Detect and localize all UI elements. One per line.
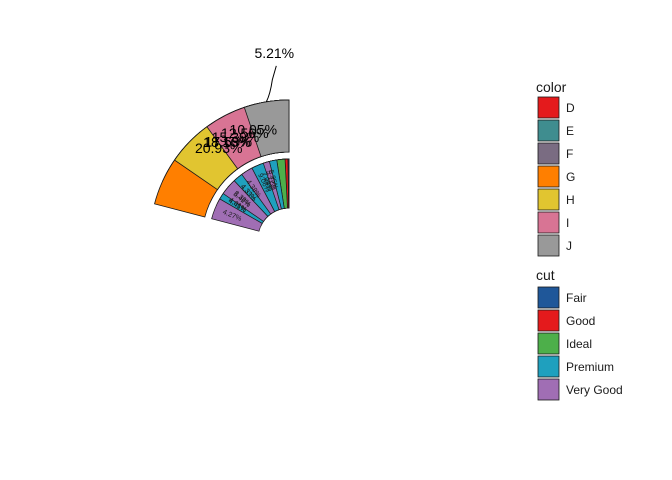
legend-cut-label-fair: Fair: [566, 291, 587, 305]
legend-color-label-g: G: [566, 170, 575, 184]
legend-cut-title: cut: [536, 267, 555, 283]
inner-label-d-ideal: 5.25%: [267, 169, 279, 190]
legend-color-label-h: H: [566, 193, 575, 207]
legend-cut: cut Fair Good Ideal Premium Very Good: [536, 267, 623, 401]
legend-cut-key-good: [537, 309, 560, 332]
outer-label-e: 18.16%: [203, 134, 250, 150]
legend-cut-key-ideal: [537, 332, 560, 355]
inner-slice-g-very-good: [211, 198, 263, 232]
legend-color-key-d: [537, 96, 560, 119]
inner-slice-i-very-good: [241, 167, 276, 215]
legend-color-key-e: [537, 119, 560, 142]
legend-cut-label-very-good: Very Good: [566, 383, 623, 397]
legend-color-key-i: [537, 211, 560, 234]
legend-color-label-j: J: [566, 239, 572, 253]
legend-color-key-g: [537, 165, 560, 188]
legend-cut-key-fair: [537, 286, 560, 309]
outer-callout-line-j: [265, 65, 277, 103]
legend-color-key-h: [537, 188, 560, 211]
legend-cut-key-premium: [537, 355, 560, 378]
outer-label-g: 20.93%: [195, 140, 242, 156]
inner-ring: [211, 158, 290, 232]
legend-color-key-j: [537, 234, 560, 257]
outer-label-i: 10.05%: [230, 122, 277, 138]
outer-label-j: 5.21%: [254, 45, 294, 61]
inner-slice-j-very-good: [262, 161, 282, 211]
legend-cut-label-good: Good: [566, 314, 595, 328]
outer-label-d: 12.56%: [221, 125, 268, 141]
outer-ring-labels: 12.56%18.16%17.69%20.93%15.39%10.05% 5.21…: [195, 45, 294, 156]
legend-color-title: color: [536, 79, 567, 95]
legend-color-label-f: F: [566, 147, 573, 161]
legend-color-label-e: E: [566, 124, 574, 138]
outer-label-h: 15.39%: [212, 129, 259, 145]
outer-ring: [154, 99, 290, 218]
inner-slice-h-very-good: [222, 180, 269, 222]
legend-cut-key-very-good: [537, 378, 560, 401]
outer-slice-j: [243, 99, 290, 158]
legend-color-label-i: I: [566, 216, 569, 230]
legend-cut-label-premium: Premium: [566, 360, 614, 374]
legend-cut-label-ideal: Ideal: [566, 337, 592, 351]
legend-color-label-d: D: [566, 101, 575, 115]
legend-color-key-f: [537, 142, 560, 165]
outer-label-f: 17.69%: [205, 133, 252, 149]
